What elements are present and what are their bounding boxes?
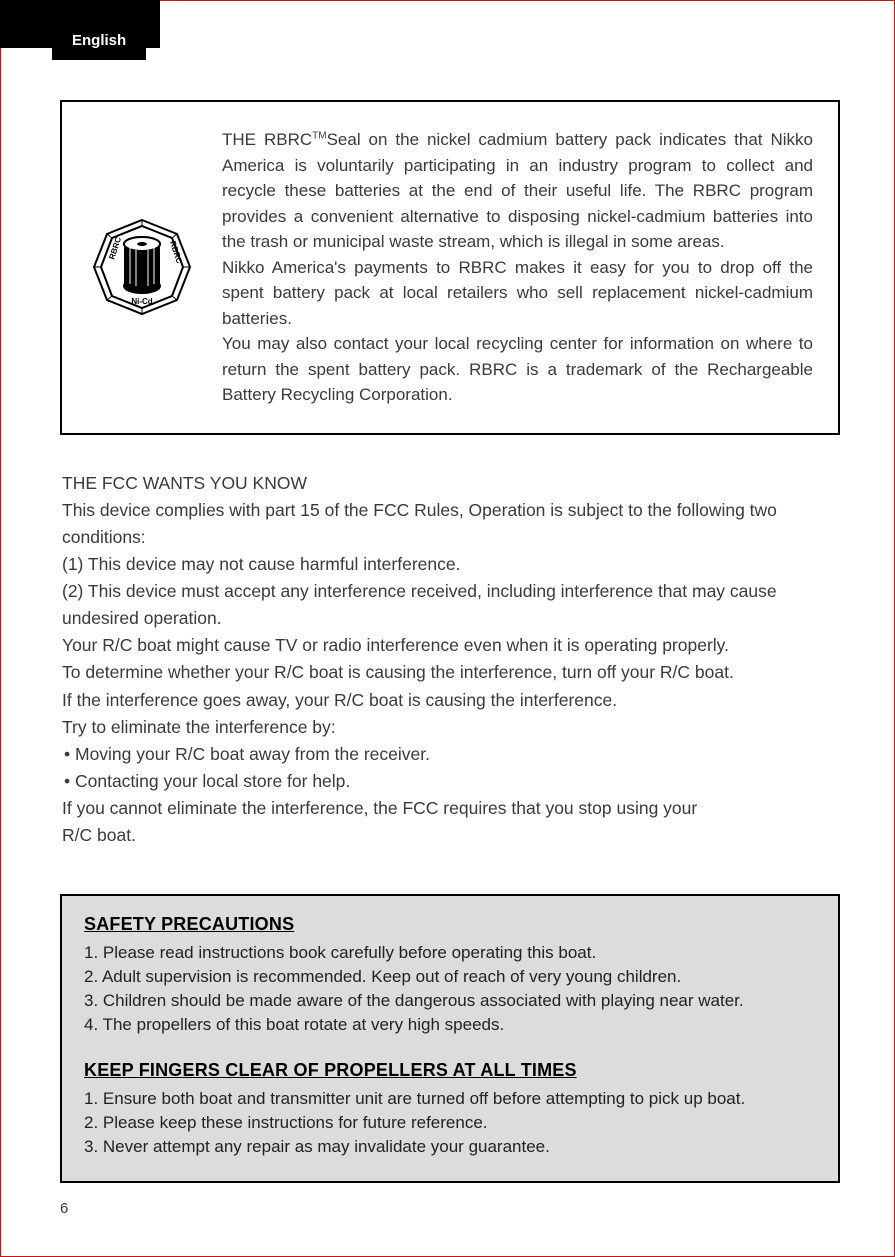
rbrc-para2: Nikko America's payments to RBRC makes i…: [222, 258, 813, 328]
page-content: RBRC RBRC Ni-Cd THE RBRCTMSeal on the ni…: [60, 100, 840, 1183]
safety-item: 3. Never attempt any repair as may inval…: [84, 1135, 816, 1159]
fcc-cond2: (2) This device must accept any interfer…: [62, 578, 838, 632]
svg-text:Ni-Cd: Ni-Cd: [131, 297, 152, 306]
rbrc-tm: TM: [312, 130, 326, 141]
rbrc-info-box: RBRC RBRC Ni-Cd THE RBRCTMSeal on the ni…: [60, 100, 840, 435]
fcc-line3: If the interference goes away, your R/C …: [62, 687, 838, 714]
rbrc-prefix: THE RBRC: [222, 130, 312, 149]
rbrc-seal-icon: RBRC RBRC Ni-Cd: [82, 212, 202, 322]
fcc-line4: Try to eliminate the interference by:: [62, 714, 838, 741]
safety-item: 2. Please keep these instructions for fu…: [84, 1111, 816, 1135]
fcc-line1: Your R/C boat might cause TV or radio in…: [62, 632, 838, 659]
fcc-bullet2: • Contacting your local store for help.: [62, 768, 838, 795]
fcc-cond1: (1) This device may not cause harmful in…: [62, 551, 838, 578]
svg-text:RBRC: RBRC: [107, 236, 123, 261]
safety-item: 3. Children should be made aware of the …: [84, 989, 816, 1013]
safety-item: 4. The propellers of this boat rotate at…: [84, 1013, 816, 1037]
safety-title-2: KEEP FINGERS CLEAR OF PROPELLERS AT ALL …: [84, 1060, 816, 1081]
safety-item: 1. Please read instructions book careful…: [84, 941, 816, 965]
fcc-section: THE FCC WANTS YOU KNOW This device compl…: [60, 470, 840, 850]
safety-list-2: 1. Ensure both boat and transmitter unit…: [84, 1087, 816, 1158]
fcc-intro: This device complies with part 15 of the…: [62, 497, 838, 551]
safety-item: 2. Adult supervision is recommended. Kee…: [84, 965, 816, 989]
safety-box: SAFETY PRECAUTIONS 1. Please read instru…: [60, 894, 840, 1183]
page-number: 6: [60, 1200, 68, 1217]
safety-list-1: 1. Please read instructions book careful…: [84, 941, 816, 1036]
fcc-title: THE FCC WANTS YOU KNOW: [62, 470, 838, 497]
fcc-line6: R/C boat.: [62, 822, 838, 849]
safety-item: 1. Ensure both boat and transmitter unit…: [84, 1087, 816, 1111]
fcc-bullet1: • Moving your R/C boat away from the rec…: [62, 741, 838, 768]
rbrc-para3: You may also contact your local recyclin…: [222, 334, 813, 404]
fcc-line5: If you cannot eliminate the interference…: [62, 795, 838, 822]
fcc-line2: To determine whether your R/C boat is ca…: [62, 659, 838, 686]
rbrc-text: THE RBRCTMSeal on the nickel cadmium bat…: [222, 127, 813, 408]
language-tab: English: [52, 22, 146, 60]
safety-title-1: SAFETY PRECAUTIONS: [84, 914, 816, 935]
